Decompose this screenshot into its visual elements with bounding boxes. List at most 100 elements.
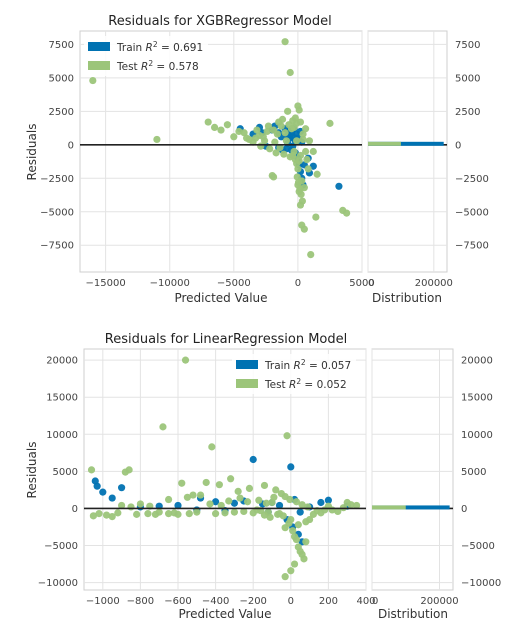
test-point [270, 493, 278, 501]
y-tick-label: 0 [68, 140, 74, 151]
y-tick-label: −2500 [40, 174, 74, 185]
right-y-tick-label: −10000 [461, 578, 501, 589]
test-point [153, 135, 161, 144]
y-axis-label: Residuals [25, 442, 39, 499]
test-point [118, 501, 126, 510]
y-tick-label: 5000 [53, 467, 78, 478]
test-distribution-bar [368, 141, 401, 146]
test-point [303, 155, 311, 164]
test-point [271, 138, 279, 146]
test-point [266, 513, 274, 521]
scatter-points [89, 38, 351, 259]
x-tick-label: −5000 [217, 278, 251, 289]
test-point [165, 510, 173, 518]
scatter-points [87, 356, 361, 581]
test-legend-label: Test R2 = 0.052 [264, 377, 347, 391]
train-legend-swatch [236, 360, 258, 369]
distribution-tick-label: 200000 [415, 278, 453, 289]
x-tick-labels: −15000 −10000 −5000 0 5000 [86, 278, 375, 289]
train-point [212, 498, 220, 506]
right-y-tick-label: −5000 [455, 207, 489, 218]
distribution-bars [368, 141, 444, 146]
test-point [279, 512, 287, 520]
distribution-plot-frame [367, 30, 448, 273]
test-point [300, 555, 308, 563]
x-tick-label: 400 [356, 596, 375, 607]
test-point [136, 500, 144, 508]
test-point [276, 143, 284, 152]
test-point [312, 213, 320, 221]
test-point [281, 573, 289, 581]
train-legend-swatch [88, 42, 110, 51]
train-point [335, 182, 343, 190]
test-point [280, 150, 288, 158]
y-tick-label: −5000 [44, 541, 78, 552]
test-point [299, 130, 307, 138]
test-point [114, 509, 122, 517]
test-point [262, 499, 270, 507]
xgb-residuals-chart: Residuals for XGBRegressor Model −15000 −… [25, 14, 489, 305]
test-point [272, 486, 280, 494]
test-point [289, 151, 297, 160]
right-y-tick-label: −7500 [455, 241, 489, 252]
right-y-tick-labels: 20000 15000 10000 5000 0 −5000 −10000 [461, 356, 501, 589]
x-axis-label: Predicted Value [178, 607, 271, 621]
y-tick-label: −7500 [40, 241, 74, 252]
test-point [95, 510, 103, 518]
test-point [221, 509, 229, 517]
train-point [174, 501, 182, 510]
test-point [127, 503, 135, 511]
test-legend-swatch [236, 379, 258, 388]
test-point [263, 127, 271, 136]
test-point [234, 487, 242, 495]
test-point [230, 508, 238, 516]
x-tick-labels: −1000 −800 −600 −400 −200 0 200 400 [86, 596, 376, 607]
test-point [102, 511, 111, 519]
train-point [296, 508, 304, 516]
test-point [274, 510, 282, 518]
test-point [206, 500, 214, 508]
test-point [174, 510, 182, 518]
test-point [292, 535, 301, 544]
y-tick-label: 2500 [49, 107, 74, 118]
test-point [282, 137, 290, 145]
right-y-tick-label: 5000 [455, 73, 480, 84]
y-tick-labels: 20000 15000 10000 5000 0 −5000 −10000 [38, 356, 78, 589]
test-point [272, 149, 280, 157]
test-point [294, 178, 303, 186]
test-point [302, 125, 310, 133]
distribution-axis-label: Distribution [378, 607, 448, 621]
right-y-tick-label: −2500 [455, 174, 489, 185]
test-point [155, 508, 163, 516]
test-point [183, 493, 191, 501]
test-point [230, 133, 238, 141]
test-point [292, 498, 301, 506]
test-point [260, 511, 269, 519]
y-tick-label: 5000 [49, 73, 74, 84]
test-point [277, 122, 285, 130]
test-point [326, 119, 334, 127]
test-point [178, 479, 186, 487]
test-point [347, 501, 355, 509]
y-tick-label: 0 [72, 504, 78, 515]
train-point [108, 494, 116, 502]
test-point [159, 423, 167, 431]
legend: Train R2 = 0.057 Test R2 = 0.052 [232, 354, 356, 394]
test-point [255, 496, 263, 504]
train-point [287, 463, 295, 471]
y-tick-label: 15000 [46, 393, 78, 404]
test-point [307, 250, 315, 259]
test-point [215, 481, 223, 489]
test-point [281, 38, 289, 46]
test-point [302, 518, 310, 526]
right-y-tick-labels: 7500 5000 2500 0 −2500 −5000 −7500 [455, 40, 489, 252]
train-point [93, 482, 101, 490]
right-y-tick-label: 0 [461, 504, 467, 515]
x-tick-label: −10000 [150, 278, 190, 289]
right-y-tick-label: 0 [455, 140, 461, 151]
y-tick-label: −10000 [38, 578, 78, 589]
test-point [133, 510, 141, 518]
test-point [287, 567, 295, 575]
x-tick-label: 0 [295, 278, 301, 289]
